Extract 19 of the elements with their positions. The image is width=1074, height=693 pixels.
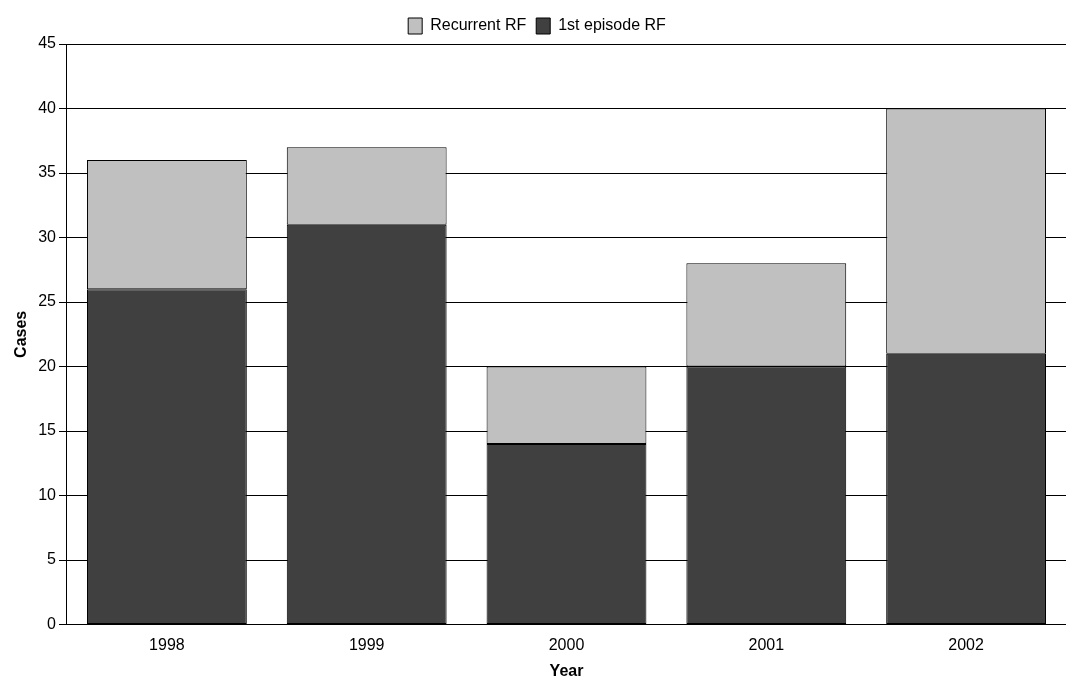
y-tick-label: 30 <box>38 227 57 245</box>
x-tick-label: 2002 <box>948 635 984 653</box>
x-axis-title: Year <box>549 661 584 679</box>
y-tick-label: 35 <box>38 163 57 181</box>
y-tick-label: 10 <box>38 485 57 503</box>
y-tick-label: 15 <box>38 421 57 439</box>
y-tick-label: 40 <box>38 98 57 116</box>
y-tick-label: 45 <box>38 34 57 52</box>
x-tick-label: 1998 <box>149 635 185 653</box>
y-tick-label: 20 <box>38 356 57 374</box>
x-tick-label: 2001 <box>748 635 785 653</box>
legend-label: Recurrent RF <box>430 16 527 34</box>
y-axis-title: Cases <box>12 310 30 358</box>
x-tick-label: 1999 <box>348 635 385 653</box>
y-tick-label: 5 <box>47 550 57 568</box>
y-tick-label: 25 <box>38 292 57 310</box>
y-tick-label: 0 <box>47 615 57 633</box>
x-tick-label: 2000 <box>548 635 585 653</box>
legend-label: 1st episode RF <box>558 16 667 34</box>
